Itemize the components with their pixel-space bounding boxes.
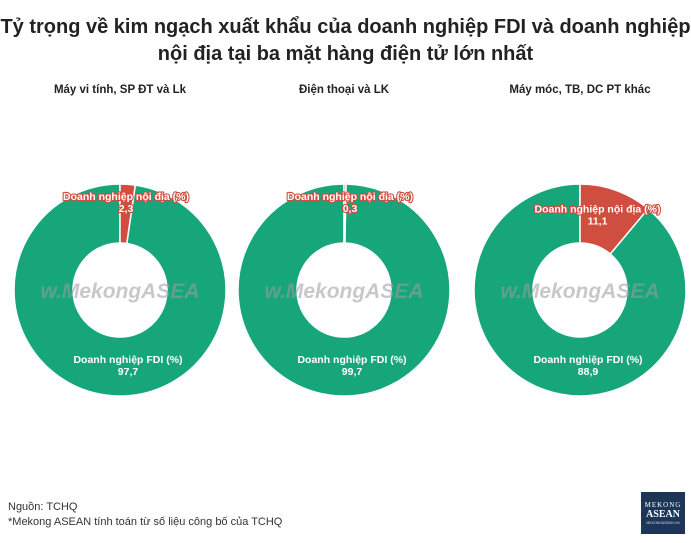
- fdi-slice: [13, 183, 227, 397]
- domestic-value: 0,3: [343, 203, 358, 215]
- watermark: w.MekongASEA: [264, 280, 423, 303]
- donut-chart-2: Điện thoại và LK w.MekongASEA Doanh nghiệp…: [237, 84, 451, 397]
- chart-title: Tỷ trọng về kim ngạch xuất khẩu của doan…: [0, 16, 691, 65]
- fdi-label: Doanh nghiệp FDI (%): [533, 354, 642, 366]
- logo-line-2: ASEAN: [646, 509, 680, 520]
- chart-subtitle: Máy vi tính, SP ĐT và Lk: [54, 84, 187, 96]
- domestic-label: Doanh nghiệp nội địa (%): [287, 191, 413, 203]
- logo-line-3: MEKONGASEAN.VN: [646, 521, 680, 525]
- domestic-value: 11,1: [588, 215, 608, 227]
- watermark: w.MekongASEA: [500, 280, 659, 303]
- fdi-value: 88,9: [578, 366, 599, 378]
- chart-subtitle: Điện thoại và LK: [299, 84, 390, 96]
- source-note: Nguồn: TCHQ: [8, 501, 78, 513]
- calculation-note: *Mekong ASEAN tính toán từ số liệu công …: [8, 516, 283, 528]
- chart-subtitle: Máy móc, TB, DC PT khác: [509, 84, 651, 96]
- logo-line-1: MEKONG: [644, 501, 682, 509]
- mekong-asean-logo: MEKONG ASEAN MEKONGASEAN.VN: [641, 492, 685, 534]
- fdi-value: 99,7: [342, 366, 363, 378]
- domestic-slice: [119, 183, 137, 245]
- watermark: w.MekongASEA: [40, 280, 199, 303]
- fdi-label: Doanh nghiệp FDI (%): [73, 354, 182, 366]
- domestic-slice: [343, 183, 347, 244]
- domestic-slice: [579, 183, 650, 256]
- domestic-label: Doanh nghiệp nội địa (%): [535, 203, 661, 215]
- domestic-label: Doanh nghiệp nội địa (%): [63, 191, 189, 203]
- domestic-value: 2,3: [119, 203, 134, 215]
- fdi-slice: [237, 183, 451, 397]
- fdi-slice: [473, 183, 687, 397]
- fdi-label: Doanh nghiệp FDI (%): [297, 354, 406, 366]
- fdi-value: 97,7: [118, 366, 139, 378]
- donut-chart-3: Máy móc, TB, DC PT khác w.MekongASEA Doanh…: [473, 84, 687, 397]
- donut-chart-1: Máy vi tính, SP ĐT và Lk w.MekongASEA Doan…: [13, 84, 227, 397]
- footer: Nguồn: TCHQ *Mekong ASEAN tính toán từ s…: [8, 500, 282, 530]
